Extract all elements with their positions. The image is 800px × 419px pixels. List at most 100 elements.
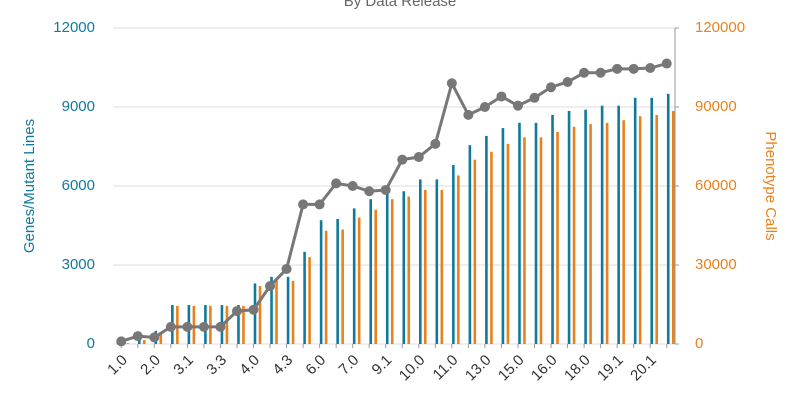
bar — [423, 189, 427, 344]
bar — [242, 305, 245, 344]
bar — [352, 208, 356, 344]
bar — [291, 280, 295, 344]
point — [380, 184, 391, 195]
x-tick-label: 13.0 — [462, 352, 495, 385]
point — [546, 82, 557, 93]
bar — [385, 193, 389, 344]
bar — [286, 276, 290, 344]
x-tick-label: 6.0 — [302, 352, 329, 379]
bar — [617, 105, 620, 344]
point — [612, 63, 623, 74]
y-tick-label: 12000 — [53, 19, 95, 36]
bar — [369, 199, 373, 344]
point — [215, 321, 226, 332]
bar — [556, 132, 559, 344]
bar — [534, 122, 538, 344]
bar — [258, 286, 262, 344]
x-tick-label: 18.0 — [561, 352, 594, 385]
bar — [142, 340, 146, 344]
bar — [485, 135, 488, 344]
bar — [126, 343, 130, 344]
y2-tick-label: 60000 — [695, 177, 737, 194]
bar — [357, 217, 361, 344]
bar — [137, 338, 141, 344]
x-tick-label: 20.1 — [627, 352, 660, 385]
point — [579, 67, 590, 78]
bar — [600, 105, 604, 344]
y-tick-label: 0 — [87, 335, 95, 352]
bar — [275, 280, 278, 344]
bar — [390, 199, 394, 344]
bar — [633, 97, 637, 345]
bar — [584, 109, 587, 344]
point — [265, 281, 276, 292]
point — [198, 321, 209, 332]
x-tick-label: 1.0 — [104, 352, 131, 379]
bar — [225, 305, 229, 344]
bar — [539, 137, 543, 344]
bar — [622, 120, 625, 345]
y2-axis-label: Phenotype Calls — [762, 131, 779, 240]
bar — [501, 128, 505, 344]
bar — [270, 276, 273, 344]
point — [645, 63, 656, 74]
y-tick-label: 9000 — [62, 98, 95, 115]
point — [661, 58, 672, 69]
bar — [237, 305, 240, 344]
x-tick-label: 16.0 — [528, 352, 561, 385]
y-axis-label: Genes/Mutant Lines — [21, 119, 38, 253]
bar — [319, 220, 323, 344]
point — [397, 154, 408, 165]
point — [628, 63, 639, 74]
x-tick-label: 2.0 — [137, 352, 164, 379]
point — [463, 109, 474, 120]
point — [496, 91, 507, 102]
bar — [452, 164, 455, 344]
bar — [418, 179, 422, 344]
bar — [551, 114, 554, 345]
chart-title: By Data Release — [344, 0, 457, 10]
bar — [666, 93, 670, 344]
bar — [567, 110, 571, 344]
bar — [159, 332, 163, 344]
x-tick-label: 9.1 — [369, 352, 396, 379]
bar — [374, 209, 378, 344]
point — [298, 199, 309, 210]
bar — [506, 143, 510, 344]
bar — [523, 137, 526, 344]
point — [116, 336, 127, 347]
bar — [303, 251, 306, 344]
bar — [468, 145, 472, 344]
point — [165, 321, 176, 332]
point — [231, 306, 242, 317]
bar — [209, 305, 212, 344]
bar — [638, 116, 642, 344]
point — [132, 331, 143, 342]
bar — [407, 196, 411, 344]
point — [529, 92, 540, 103]
bar — [473, 159, 477, 344]
point — [595, 67, 606, 78]
point — [479, 102, 490, 112]
x-tick-label: 3.1 — [170, 352, 197, 379]
point — [248, 304, 259, 315]
y-tick-label: 3000 — [62, 256, 95, 273]
bar — [308, 257, 311, 344]
y2-tick-label: 0 — [695, 335, 703, 352]
y2-tick-label: 120000 — [695, 19, 745, 36]
bar — [605, 122, 609, 344]
point — [182, 321, 193, 332]
x-tick-label: 15.0 — [495, 352, 528, 385]
point — [430, 138, 441, 149]
bar — [671, 110, 675, 344]
line — [120, 62, 668, 343]
y2-tick-label: 30000 — [695, 256, 737, 273]
point — [512, 100, 523, 111]
y2-tick-label: 90000 — [695, 98, 737, 115]
bar — [589, 124, 592, 344]
bar — [655, 114, 659, 345]
bar — [336, 218, 339, 344]
bar — [176, 305, 179, 344]
bar — [402, 191, 406, 344]
